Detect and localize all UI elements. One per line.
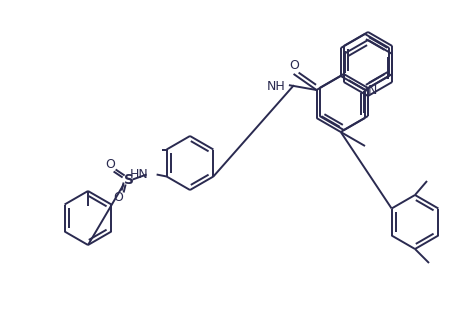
Text: S: S: [124, 172, 134, 186]
Text: NH: NH: [267, 80, 286, 93]
Text: N: N: [368, 83, 377, 96]
Text: HN: HN: [130, 168, 149, 181]
Text: O: O: [113, 191, 124, 204]
Text: O: O: [290, 60, 299, 73]
Text: O: O: [106, 158, 115, 171]
